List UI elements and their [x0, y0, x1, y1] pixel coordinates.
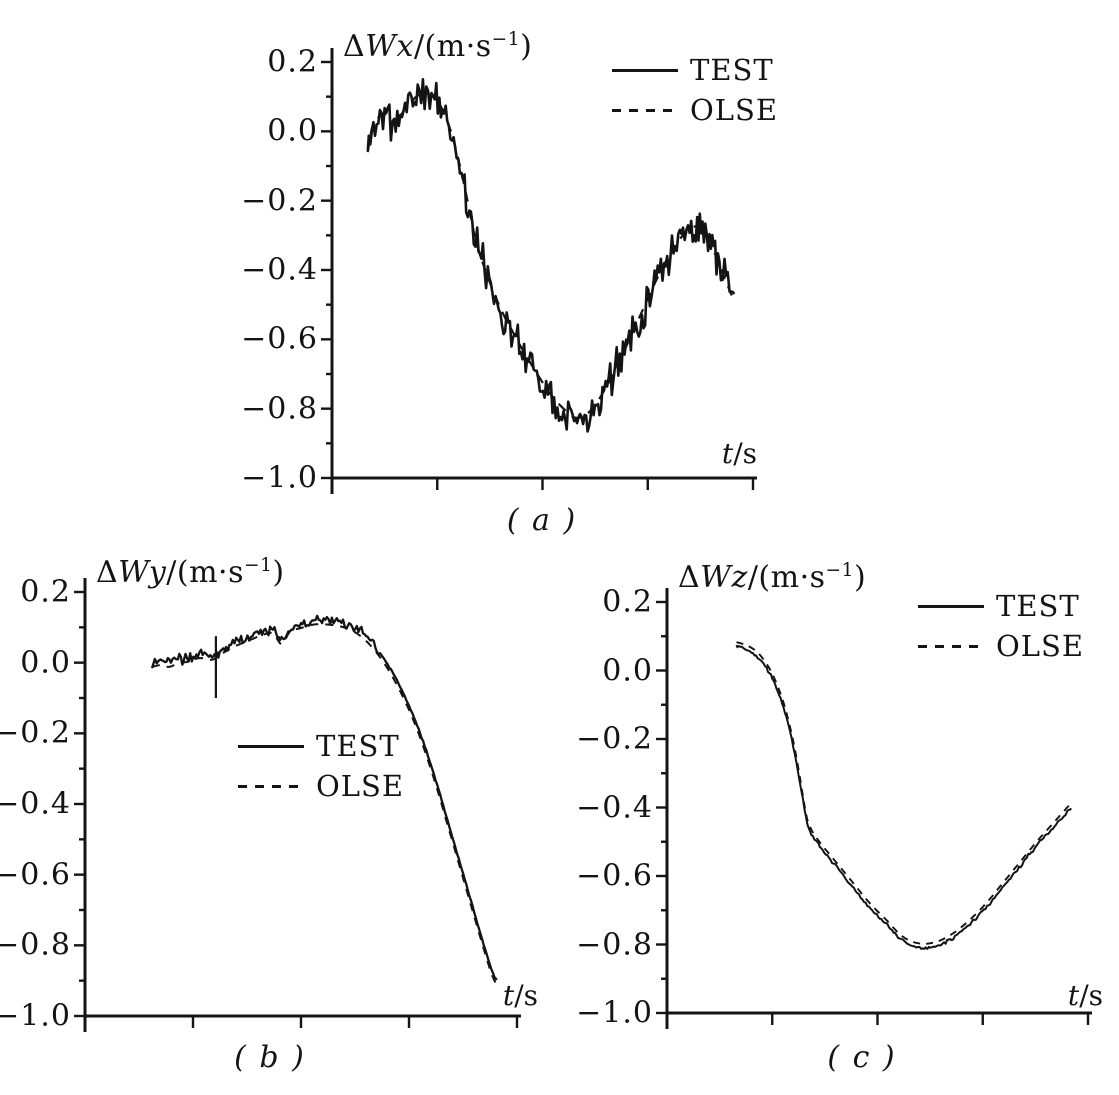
chart-a-caption: ( a )	[506, 503, 578, 538]
legend-label-olse: OLSE	[316, 769, 405, 803]
chart-a-axis-title: ΔWx/(m·s−1)	[343, 29, 532, 64]
y-tick-label: −1.0	[576, 995, 653, 1031]
unit-close: )	[520, 29, 533, 64]
y-tick-label: −0.4	[576, 790, 653, 825]
y-tick-label: −1.0	[0, 998, 71, 1034]
y-tick-label: 0.2	[602, 584, 653, 620]
unit-text: /(m·s	[747, 560, 826, 595]
chart-c-caption: ( c )	[827, 1040, 897, 1075]
unit-exponent: −1	[825, 560, 854, 581]
time-variable: t	[502, 979, 515, 1012]
y-tick-label: −0.2	[0, 715, 71, 751]
legend-label-olse: OLSE	[996, 629, 1085, 663]
y-tick-label: −0.4	[241, 252, 318, 288]
olse-series-line	[736, 641, 1072, 945]
legend-label-test: TEST	[996, 589, 1080, 623]
legend-item-olse: OLSE	[918, 626, 1084, 666]
test-series-line	[150, 614, 498, 981]
y-tick-label: −0.6	[241, 321, 318, 357]
chart-c-xlabel: t/s	[1068, 979, 1103, 1012]
chart-b-caption: ( b )	[234, 1040, 306, 1075]
olse-line-sample	[612, 108, 678, 112]
variable-name: Wz	[700, 560, 748, 595]
chart-b-legend: TEST OLSE	[238, 726, 404, 806]
olse-line-sample	[918, 644, 984, 648]
y-tick-label: −0.6	[0, 857, 71, 893]
legend-item-olse: OLSE	[612, 90, 778, 130]
legend-label-test: TEST	[316, 729, 400, 763]
time-unit: /s	[1079, 979, 1103, 1012]
legend-label-olse: OLSE	[690, 93, 779, 127]
unit-text: /(m·s	[166, 555, 244, 590]
y-tick-label: 0.0	[267, 113, 318, 149]
legend-item-test: TEST	[612, 50, 778, 90]
unit-text: /(m·s	[413, 29, 492, 64]
chart-c-plot	[656, 588, 1092, 1029]
unit-close: )	[272, 555, 285, 590]
olse-series-line	[151, 623, 498, 986]
olse-series-line	[366, 92, 736, 419]
y-tick-label: −0.4	[0, 786, 71, 822]
legend-item-test: TEST	[238, 726, 404, 766]
unit-exponent: −1	[244, 555, 273, 576]
unit-close: )	[853, 560, 867, 595]
unit-exponent: −1	[491, 29, 521, 50]
y-tick-label: −0.2	[576, 721, 653, 757]
y-tick-label: 0.0	[20, 645, 71, 681]
y-tick-label: 0.0	[602, 653, 653, 688]
delta-symbol: Δ	[678, 560, 701, 595]
test-series-line	[366, 78, 736, 433]
variable-name: Wx	[365, 29, 414, 64]
y-tick-label: 0.2	[267, 44, 318, 80]
y-tick-label: −0.6	[576, 858, 653, 894]
chart-a-xlabel: t/s	[722, 437, 757, 470]
time-variable: t	[1067, 979, 1080, 1012]
chart-c-legend: TEST OLSE	[918, 586, 1084, 666]
chart-a-legend: TEST OLSE	[612, 50, 778, 130]
variable-name: Wy	[118, 555, 167, 590]
chart-b-plot	[74, 578, 521, 1032]
test-line-sample	[918, 604, 984, 608]
time-unit: /s	[514, 979, 538, 1012]
delta-symbol: Δ	[343, 29, 366, 64]
test-series-line	[735, 644, 1072, 950]
test-line-sample	[238, 744, 304, 748]
chart-b-axis-title: ΔWy/(m·s−1)	[96, 555, 285, 590]
y-tick-label: −0.8	[0, 927, 71, 963]
test-line-sample	[612, 68, 678, 72]
y-tick-label: −0.8	[241, 391, 318, 427]
olse-line-sample	[238, 784, 304, 788]
chart-a-plot	[321, 48, 757, 494]
time-variable: t	[721, 437, 734, 470]
y-tick-label: −0.2	[241, 183, 318, 219]
legend-label-test: TEST	[690, 53, 774, 87]
y-tick-label: 0.2	[20, 574, 71, 610]
y-tick-label: −0.8	[576, 927, 653, 962]
delta-symbol: Δ	[96, 555, 119, 590]
y-tick-label: −1.0	[241, 460, 318, 496]
chart-c-axis-title: ΔWz/(m·s−1)	[678, 560, 866, 595]
legend-item-olse: OLSE	[238, 766, 404, 806]
legend-item-test: TEST	[918, 586, 1084, 626]
time-unit: /s	[733, 437, 757, 470]
chart-b-xlabel: t/s	[503, 979, 538, 1012]
